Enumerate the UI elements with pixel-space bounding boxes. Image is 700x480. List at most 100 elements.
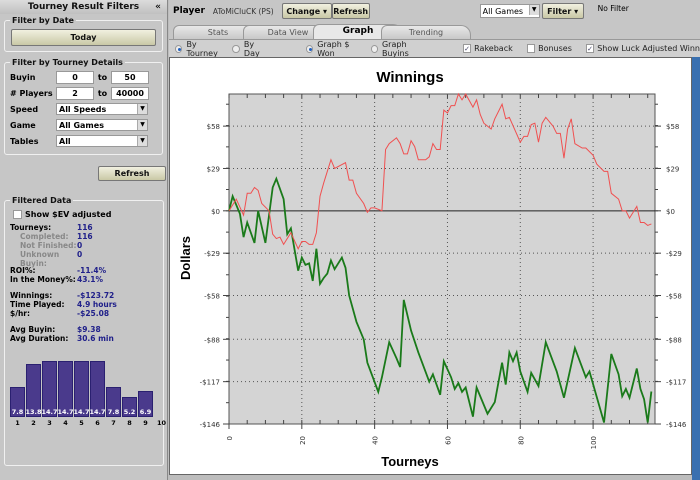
- luck-adjusted-label: Show Luck Adjusted Winn: [597, 44, 700, 53]
- histogram-bar: 13.8: [25, 364, 42, 417]
- histogram-bar-value: 13.8: [25, 408, 42, 416]
- histogram-bar-value: 5.2: [123, 408, 136, 416]
- y-tick-label-right: $29: [666, 165, 679, 173]
- by-day-label: By Day: [243, 39, 260, 58]
- stat-label: Avg Buyin:: [10, 325, 56, 334]
- speed-select[interactable]: All Speeds ▼: [56, 103, 148, 115]
- by-tourney-radio[interactable]: [175, 44, 183, 53]
- chevron-down-icon[interactable]: ▼: [528, 5, 539, 15]
- x-axis-label: Tourneys: [381, 454, 439, 469]
- y-tick-label-right: -$117: [666, 379, 686, 387]
- y-tick-label: -$146: [200, 421, 221, 429]
- histogram-bar-value: 14.7: [41, 408, 58, 416]
- stat-row: Time Played: 4.9 hours: [10, 300, 158, 309]
- stat-label: ROI%:: [10, 266, 36, 275]
- histogram-bar-value: 14.7: [73, 408, 90, 416]
- panel-title: Tourney Result Filters «: [0, 0, 167, 14]
- chevron-down-icon: ▾: [574, 7, 579, 16]
- today-button[interactable]: Today: [11, 29, 156, 46]
- tab-bar: Stats Data View Graph Trending: [169, 22, 700, 39]
- game-select[interactable]: All Games ▼: [56, 119, 148, 131]
- stat-label: In the Money%:: [10, 275, 76, 284]
- graph-won-radio[interactable]: [305, 44, 314, 53]
- filter-status: No Filter: [597, 3, 629, 13]
- ev-adjusted-label: Show $EV adjusted: [25, 209, 112, 219]
- stat-row: Avg Duration: 30.6 min: [10, 334, 158, 343]
- tables-select[interactable]: All ▼: [56, 135, 148, 147]
- graph-buyins-radio[interactable]: [370, 44, 378, 53]
- games-value: All Games: [482, 7, 524, 16]
- histogram-bar-value: 14.7: [57, 408, 74, 416]
- histogram-label: 6: [95, 419, 100, 427]
- stat-value: -11.4%: [77, 266, 107, 275]
- buyin-from-input[interactable]: 0: [56, 70, 94, 84]
- filter-by-date: Filter by Date Today: [4, 16, 163, 52]
- buyin-to-input[interactable]: 50: [111, 70, 149, 84]
- stat-value: 116: [77, 232, 93, 241]
- y-tick-label: $0: [211, 208, 220, 216]
- luck-adjusted-checkbox[interactable]: ✓: [585, 44, 595, 53]
- chevron-down-icon[interactable]: ▼: [137, 120, 147, 130]
- refresh-filters-button[interactable]: Refresh: [98, 166, 166, 181]
- game-value: All Games: [59, 121, 104, 130]
- scrollbar[interactable]: [692, 57, 700, 480]
- stat-row: Completed: 116: [10, 232, 158, 241]
- to-label: to: [97, 88, 108, 98]
- stat-label: Time Played:: [10, 300, 65, 309]
- rakeback-label: Rakeback: [474, 44, 513, 53]
- ev-adjusted-option[interactable]: Show $EV adjusted: [13, 207, 158, 221]
- y-tick-label: -$29: [204, 250, 220, 258]
- chevron-down-icon[interactable]: ▼: [137, 136, 147, 146]
- graph-options: By Tourney By Day Graph $ Won Graph Buyi…: [169, 39, 700, 58]
- stat-label: Winnings:: [10, 291, 53, 300]
- players-to-input[interactable]: 40000: [111, 86, 149, 100]
- by-day-radio[interactable]: [232, 44, 240, 53]
- stat-label: Unknown Buyin:: [20, 250, 60, 268]
- x-tick-label: 80: [517, 436, 525, 445]
- stat-value: 43.1%: [77, 275, 104, 284]
- stat-value: 116: [77, 223, 93, 232]
- filter-label: Filter: [547, 7, 572, 16]
- graph-buyins-label: Graph Buyins: [381, 39, 409, 58]
- winnings-chart-svg: Winnings Tourneys Dollars $58 $58 $29 $29 $0…: [178, 69, 687, 469]
- stat-row: Unknown Buyin: 0: [10, 250, 158, 268]
- y-axis-label: Dollars: [178, 236, 193, 280]
- ev-adjusted-checkbox[interactable]: [13, 209, 22, 219]
- chevron-down-icon: ▾: [322, 7, 327, 16]
- histogram-bar: 6.9: [138, 390, 153, 417]
- rakeback-checkbox[interactable]: ✓: [462, 44, 472, 53]
- stat-row: $/hr: -$25.08: [10, 309, 158, 318]
- players-label: # Players: [10, 88, 53, 98]
- y-tick-label: -$58: [204, 293, 220, 301]
- histogram-label: 10: [156, 419, 167, 427]
- change-button[interactable]: Change ▾: [281, 3, 332, 19]
- filter-button[interactable]: Filter ▾: [541, 3, 584, 19]
- histogram-bar: 14.7: [41, 361, 58, 417]
- games-select[interactable]: All Games ▼: [479, 4, 540, 18]
- stat-value: 0: [77, 241, 83, 250]
- bonuses-label: Bonuses: [538, 44, 572, 53]
- collapse-icon[interactable]: «: [155, 2, 161, 12]
- graph-won-label: Graph $ Won: [317, 39, 350, 58]
- histogram: 7.8 1 13.8 2 14.7 3 14.7 4 14.7 5 14.7 6 7.8 7 5.2 8 6.9…: [10, 347, 166, 427]
- y-tick-label: -$117: [200, 379, 220, 387]
- player-label: Player: [173, 6, 205, 16]
- bonuses-checkbox[interactable]: [526, 44, 536, 53]
- histogram-label: 9: [143, 419, 148, 427]
- histogram-bar-value: 7.8: [107, 408, 120, 416]
- stat-value: -$25.08: [77, 309, 110, 318]
- players-from-input[interactable]: 2: [56, 86, 94, 100]
- chevron-down-icon[interactable]: ▼: [137, 104, 147, 114]
- y-tick-label-right: -$58: [666, 293, 682, 301]
- stat-label: Avg Duration:: [10, 334, 69, 343]
- stat-label: Tourneys:: [10, 223, 52, 232]
- stat-value: 30.6 min: [77, 334, 114, 343]
- plot-area: [228, 93, 656, 425]
- stat-row: Avg Buyin: $9.38: [10, 325, 158, 334]
- stat-label: Not Finished:: [20, 241, 77, 250]
- histogram-bar: 14.7: [89, 361, 106, 417]
- tab-trending[interactable]: Trending: [381, 25, 471, 39]
- refresh-button[interactable]: Refresh: [331, 3, 370, 19]
- tables-label: Tables: [10, 136, 39, 146]
- filtered-data: Filtered Data Show $EV adjusted Tourneys…: [4, 196, 166, 466]
